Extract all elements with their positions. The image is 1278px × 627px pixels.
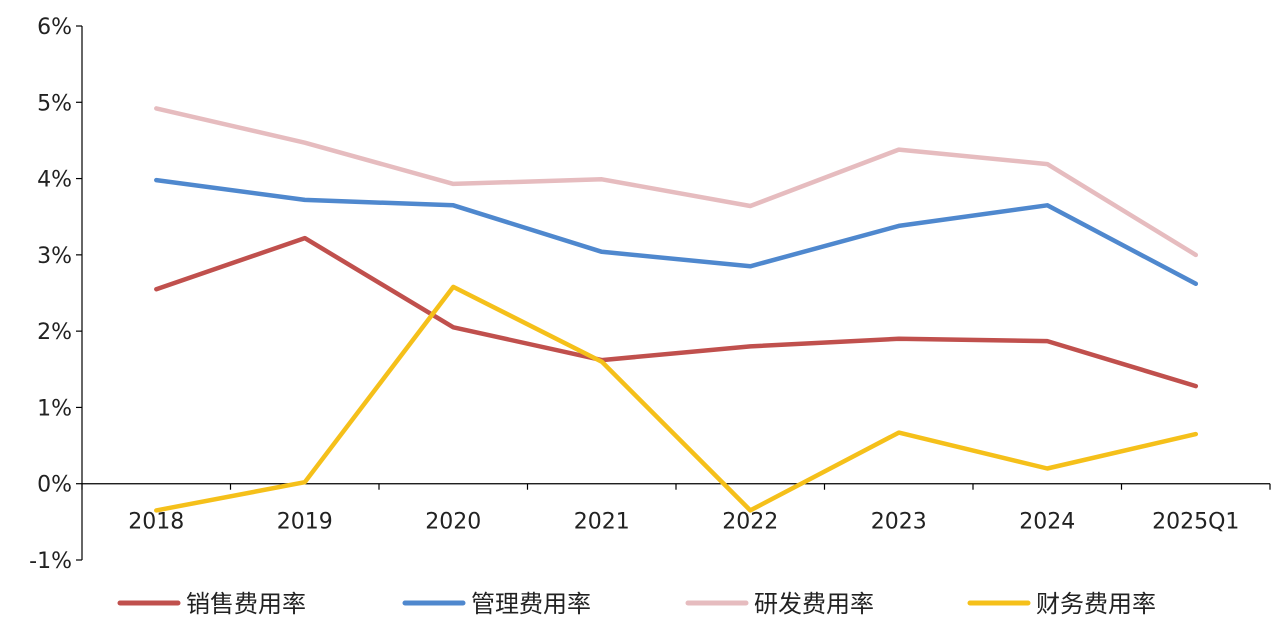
axes [81,26,1270,560]
x-tick-label: 2024 [1019,510,1075,535]
series-line-2 [154,177,1199,287]
legend-label-1: 销售费用率 [186,590,306,618]
series-line-1 [154,235,1199,389]
x-tick-label: 2020 [425,510,481,535]
y-tick-label: -1% [29,549,72,574]
x-tick-label: 2023 [871,510,927,535]
x-tick-label: 2025Q1 [1152,510,1239,535]
series-lines [154,106,1199,513]
y-tick-label: 5% [37,91,72,116]
y-tick-label: 2% [37,320,72,345]
legend-label-4: 财务费用率 [1036,590,1156,618]
legend-label-3: 研发费用率 [754,590,874,618]
y-tick-label: 0% [37,473,72,498]
x-tick-label: 2019 [277,510,333,535]
y-tick-label: 6% [37,15,72,40]
legend: 销售费用率 管理费用率 研发费用率 财务费用率 [117,590,1156,618]
x-tick-label: 2022 [722,510,778,535]
y-tick-label: 3% [37,244,72,269]
series-line-3 [154,106,1199,258]
series-line-4 [154,284,1199,513]
x-axis-ticks: 2018 2019 2020 2021 2022 2023 2024 2025Q1 [81,483,1271,535]
legend-label-2: 管理费用率 [471,590,591,618]
y-tick-label: 1% [37,396,72,421]
y-axis-ticks: 6% 5% 4% 3% 2% 1% 0% -1% [29,15,82,574]
y-tick-label: 4% [37,168,72,193]
x-tick-label: 2018 [128,510,184,535]
x-tick-label: 2021 [574,510,630,535]
